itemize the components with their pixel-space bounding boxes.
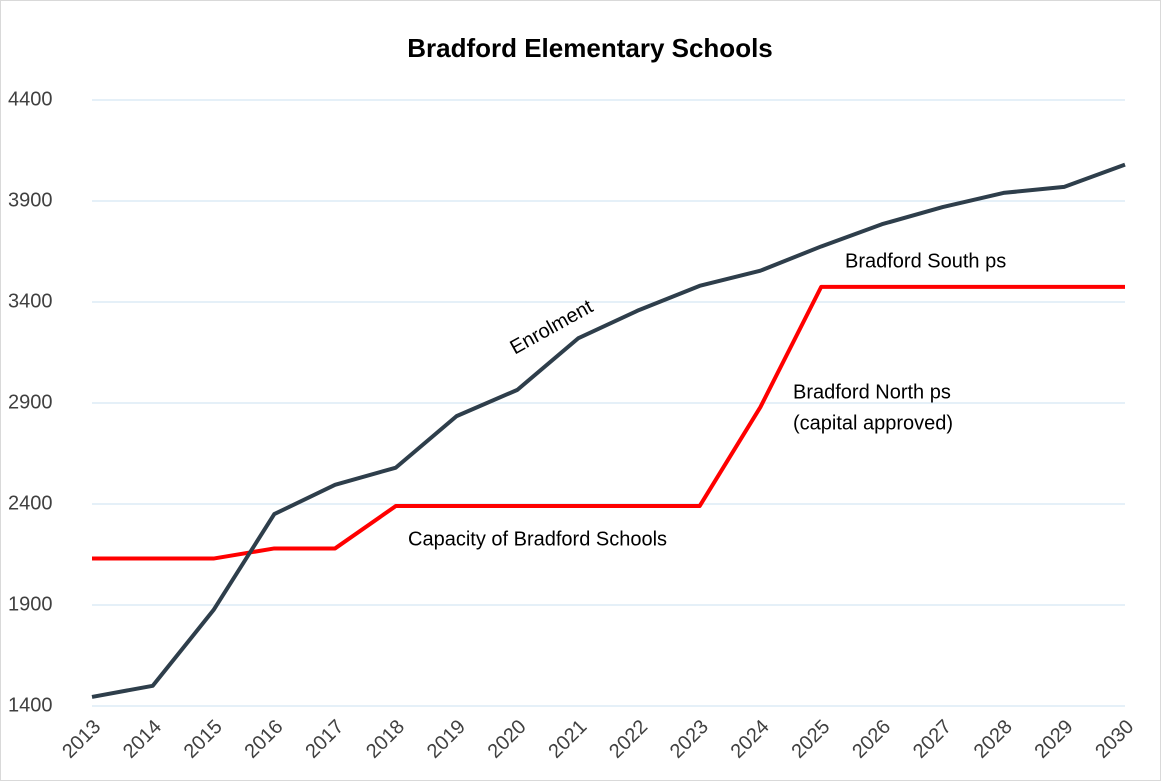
annotation: Bradford South ps [845, 250, 1006, 272]
y-tick-label: 3900 [8, 189, 53, 211]
y-tick-label: 3400 [8, 290, 53, 312]
annotation: Bradford North ps [793, 381, 951, 403]
y-tick-label: 1900 [8, 593, 53, 615]
chart-title: Bradford Elementary Schools [407, 33, 773, 63]
y-tick-label: 2900 [8, 391, 53, 413]
series-label: Capacity of Bradford Schools [408, 528, 667, 550]
y-tick-label: 2400 [8, 492, 53, 514]
series-line [92, 284, 1125, 561]
annotation: (capital approved) [793, 412, 953, 434]
y-tick-label: 1400 [8, 694, 53, 716]
series-line [91, 162, 1126, 699]
y-tick-label: 4400 [8, 88, 53, 110]
